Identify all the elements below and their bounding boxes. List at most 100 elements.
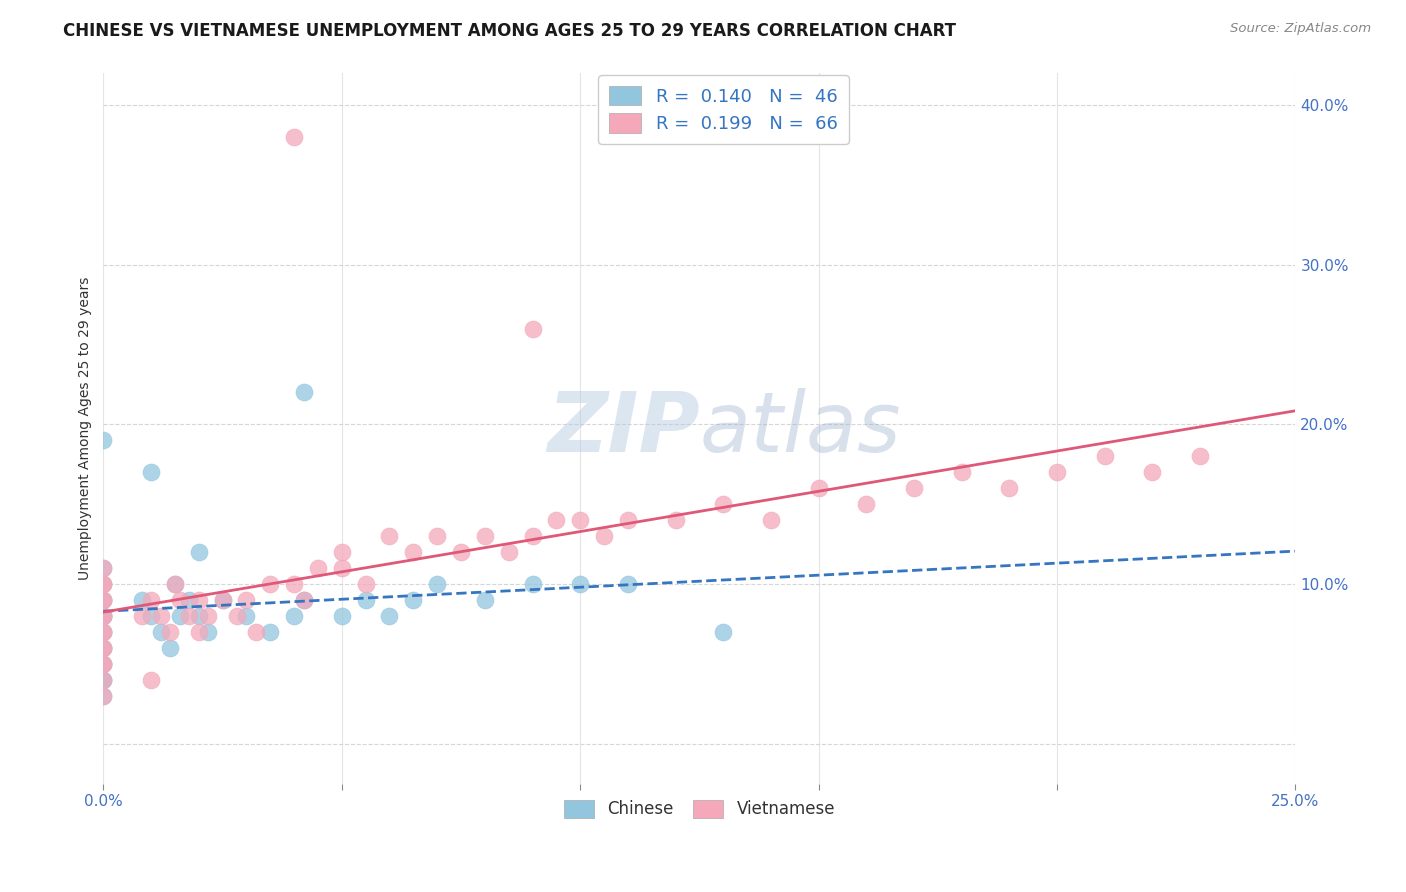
Point	[93, 561, 115, 575]
Point	[426, 577, 449, 591]
Point	[474, 593, 496, 607]
Point	[139, 673, 162, 687]
Point	[93, 593, 115, 607]
Point	[1046, 465, 1069, 479]
Point	[159, 625, 181, 640]
Point	[187, 545, 209, 559]
Point	[93, 657, 115, 671]
Point	[283, 129, 305, 144]
Point	[149, 625, 172, 640]
Text: atlas: atlas	[699, 388, 901, 469]
Point	[163, 577, 186, 591]
Point	[159, 640, 181, 655]
Text: ZIP: ZIP	[547, 388, 699, 469]
Point	[93, 640, 115, 655]
Point	[139, 593, 162, 607]
Point	[498, 545, 520, 559]
Point	[187, 609, 209, 624]
Point	[93, 577, 115, 591]
Point	[93, 673, 115, 687]
Point	[522, 577, 544, 591]
Point	[569, 577, 592, 591]
Point	[617, 577, 640, 591]
Point	[664, 513, 686, 527]
Point	[617, 513, 640, 527]
Point	[1142, 465, 1164, 479]
Point	[402, 593, 425, 607]
Point	[93, 609, 115, 624]
Point	[807, 481, 830, 495]
Point	[998, 481, 1021, 495]
Point	[522, 321, 544, 335]
Point	[149, 609, 172, 624]
Point	[402, 545, 425, 559]
Point	[245, 625, 267, 640]
Y-axis label: Unemployment Among Ages 25 to 29 years: Unemployment Among Ages 25 to 29 years	[79, 277, 93, 580]
Point	[259, 577, 281, 591]
Point	[711, 625, 734, 640]
Point	[522, 529, 544, 543]
Point	[235, 609, 257, 624]
Point	[93, 434, 115, 448]
Point	[93, 657, 115, 671]
Point	[378, 609, 401, 624]
Point	[354, 577, 377, 591]
Point	[330, 545, 353, 559]
Point	[950, 465, 973, 479]
Point	[131, 609, 153, 624]
Point	[903, 481, 925, 495]
Point	[569, 513, 592, 527]
Point	[283, 577, 305, 591]
Point	[131, 593, 153, 607]
Point	[163, 577, 186, 591]
Point	[546, 513, 568, 527]
Point	[426, 529, 449, 543]
Point	[139, 609, 162, 624]
Point	[759, 513, 782, 527]
Point	[93, 640, 115, 655]
Point	[169, 593, 191, 607]
Point	[711, 497, 734, 511]
Point	[93, 593, 115, 607]
Point	[225, 609, 247, 624]
Point	[93, 561, 115, 575]
Text: Source: ZipAtlas.com: Source: ZipAtlas.com	[1230, 22, 1371, 36]
Point	[378, 529, 401, 543]
Point	[93, 577, 115, 591]
Point	[93, 689, 115, 703]
Point	[93, 609, 115, 624]
Point	[292, 385, 315, 400]
Point	[1189, 450, 1212, 464]
Point	[93, 625, 115, 640]
Point	[93, 640, 115, 655]
Point	[93, 673, 115, 687]
Point	[855, 497, 877, 511]
Point	[283, 609, 305, 624]
Point	[93, 673, 115, 687]
Point	[211, 593, 233, 607]
Point	[1094, 450, 1116, 464]
Point	[93, 657, 115, 671]
Text: CHINESE VS VIETNAMESE UNEMPLOYMENT AMONG AGES 25 TO 29 YEARS CORRELATION CHART: CHINESE VS VIETNAMESE UNEMPLOYMENT AMONG…	[63, 22, 956, 40]
Point	[93, 609, 115, 624]
Point	[93, 625, 115, 640]
Point	[139, 465, 162, 479]
Point	[93, 640, 115, 655]
Point	[93, 625, 115, 640]
Point	[93, 593, 115, 607]
Point	[93, 689, 115, 703]
Point	[187, 625, 209, 640]
Point	[259, 625, 281, 640]
Point	[169, 609, 191, 624]
Point	[474, 529, 496, 543]
Point	[187, 593, 209, 607]
Legend: Chinese, Vietnamese: Chinese, Vietnamese	[557, 793, 842, 825]
Point	[93, 657, 115, 671]
Point	[93, 609, 115, 624]
Point	[354, 593, 377, 607]
Point	[93, 593, 115, 607]
Point	[292, 593, 315, 607]
Point	[211, 593, 233, 607]
Point	[235, 593, 257, 607]
Point	[197, 609, 219, 624]
